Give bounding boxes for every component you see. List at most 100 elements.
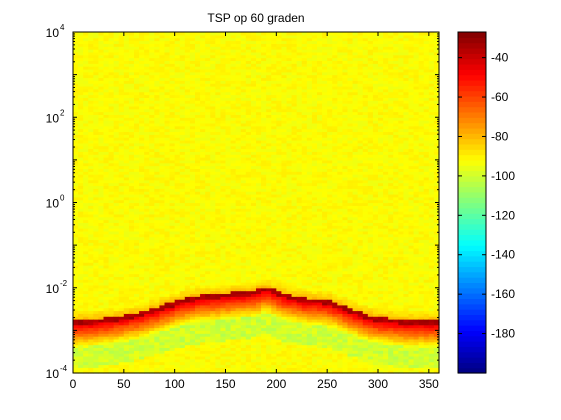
heatmap-cell — [169, 97, 176, 101]
heatmap-cell — [215, 66, 222, 70]
heatmap-cell — [245, 307, 252, 312]
heatmap-cell — [230, 122, 237, 127]
heatmap-cell — [266, 80, 272, 84]
heatmap-cell — [195, 88, 201, 93]
heatmap-cell — [184, 316, 191, 320]
heatmap-cell — [266, 68, 272, 73]
heatmap-cell — [78, 43, 84, 47]
heatmap-cell — [83, 165, 89, 169]
heatmap-cell — [113, 233, 120, 238]
heatmap-cell — [184, 100, 191, 104]
heatmap-cell — [128, 239, 135, 243]
heatmap-cell — [225, 66, 232, 70]
heatmap-cell — [179, 287, 186, 292]
heatmap-cell — [88, 358, 94, 363]
heatmap-cell — [261, 176, 267, 181]
heatmap-cell — [164, 54, 171, 59]
heatmap-cell — [98, 245, 105, 249]
heatmap-cell — [200, 165, 206, 169]
heatmap-cell — [210, 353, 216, 357]
heatmap-cell — [98, 83, 105, 87]
heatmap-cell — [108, 188, 115, 192]
heatmap-cell — [276, 287, 283, 292]
heatmap-cell — [189, 296, 196, 300]
heatmap-cell — [159, 80, 166, 84]
heatmap-cell — [83, 111, 89, 116]
heatmap-cell — [128, 165, 135, 169]
heatmap-cell — [235, 222, 242, 226]
heatmap-cell — [205, 228, 211, 232]
heatmap-cell — [271, 304, 277, 309]
heatmap-cell — [174, 228, 181, 232]
heatmap-cell — [225, 219, 232, 223]
heatmap-cell — [174, 250, 181, 255]
heatmap-cell — [215, 284, 222, 289]
heatmap-cell — [113, 333, 120, 337]
heatmap-cell — [225, 284, 232, 289]
heatmap-cell — [164, 233, 171, 238]
heatmap-cell — [113, 54, 120, 59]
heatmap-cell — [113, 219, 120, 223]
heatmap-cell — [276, 196, 283, 201]
heatmap-cell — [200, 71, 206, 76]
heatmap-cell — [261, 131, 267, 135]
heatmap-cell — [73, 66, 79, 70]
heatmap-cell — [210, 179, 216, 184]
heatmap-cell — [266, 171, 272, 175]
heatmap-cell — [220, 236, 227, 241]
heatmap-cell — [205, 125, 211, 130]
heatmap-cell — [240, 57, 247, 62]
heatmap-cell — [261, 205, 267, 209]
heatmap-cell — [73, 265, 79, 269]
heatmap-cell — [240, 245, 247, 249]
heatmap-cell — [78, 128, 84, 133]
heatmap-cell — [118, 324, 125, 329]
heatmap-cell — [250, 100, 257, 104]
heatmap-cell — [195, 304, 201, 309]
heatmap-cell — [271, 148, 277, 152]
heatmap-cell — [189, 37, 196, 42]
heatmap-cell — [88, 242, 94, 246]
heatmap-cell — [230, 338, 237, 343]
heatmap-cell — [195, 159, 201, 164]
heatmap-cell — [118, 347, 125, 351]
heatmap-cell — [73, 219, 79, 223]
heatmap-cell — [220, 208, 227, 212]
heatmap-cell — [184, 120, 191, 124]
heatmap-cell — [230, 80, 237, 84]
heatmap-cell — [123, 321, 130, 326]
heatmap-cell — [250, 68, 257, 73]
heatmap-cell — [123, 265, 130, 269]
heatmap-cell — [113, 205, 120, 209]
heatmap-cell — [123, 142, 130, 147]
heatmap-cell — [271, 239, 277, 243]
heatmap-cell — [245, 350, 252, 354]
heatmap-cell — [184, 219, 191, 223]
heatmap-cell — [261, 199, 267, 204]
heatmap-cell — [261, 120, 267, 124]
heatmap-cell — [108, 97, 115, 101]
heatmap-cell — [118, 273, 125, 277]
heatmap-cell — [261, 46, 267, 50]
heatmap-cell — [83, 142, 89, 147]
heatmap-cell — [113, 270, 120, 275]
heatmap-cell — [128, 91, 135, 96]
heatmap-cell — [220, 299, 227, 303]
heatmap-cell — [250, 364, 257, 368]
heatmap-cell — [108, 364, 115, 368]
heatmap-cell — [83, 222, 89, 226]
heatmap-cell — [261, 142, 267, 147]
heatmap-cell — [93, 273, 100, 277]
heatmap-cell — [205, 256, 211, 260]
heatmap-cell — [179, 157, 186, 161]
heatmap-cell — [240, 296, 247, 300]
heatmap-cell — [245, 205, 252, 209]
heatmap-cell — [128, 134, 135, 138]
heatmap-cell — [154, 279, 161, 283]
heatmap-cell — [154, 34, 161, 39]
heatmap-cell — [78, 145, 84, 150]
heatmap-cell — [189, 182, 196, 187]
heatmap-cell — [276, 154, 283, 158]
heatmap-cell — [174, 94, 181, 98]
heatmap-cell — [184, 233, 191, 238]
